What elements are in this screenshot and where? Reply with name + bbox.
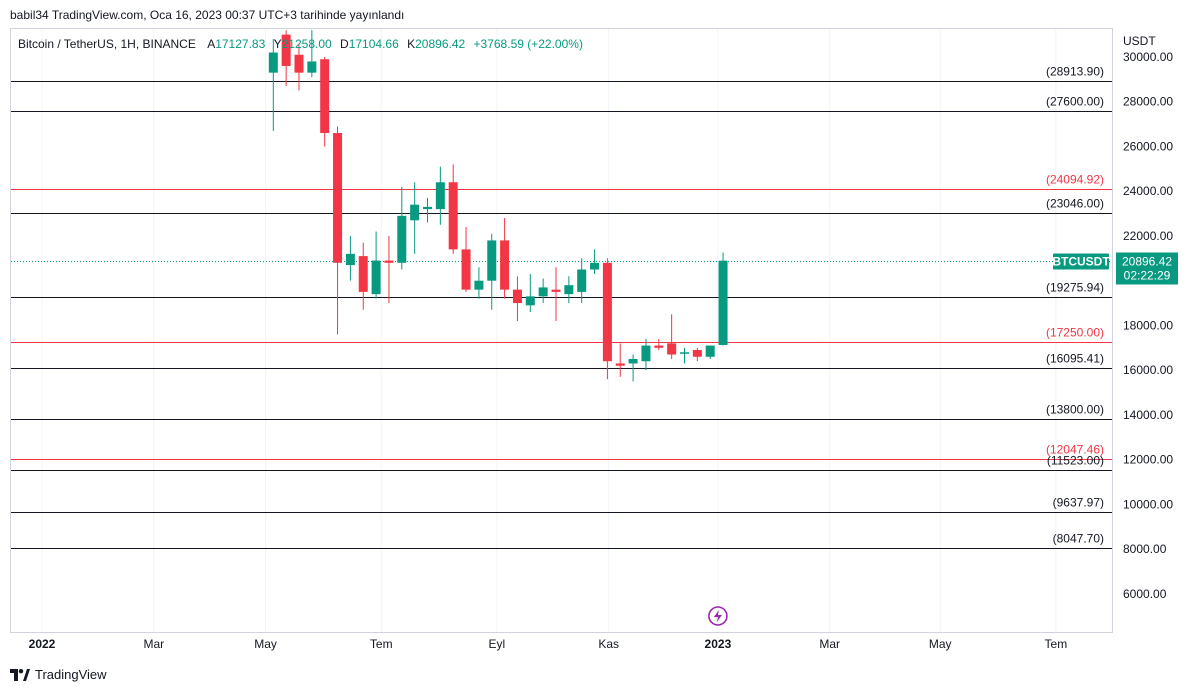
price-level-label: (23046.00) xyxy=(1046,197,1104,211)
x-tick-label: Tem xyxy=(370,637,393,651)
candle-up[interactable] xyxy=(345,253,355,266)
x-tick-label: Kas xyxy=(598,637,619,651)
candle-down[interactable] xyxy=(294,54,304,73)
candle-down[interactable] xyxy=(654,345,664,348)
y-tick-label: 16000.00 xyxy=(1123,363,1173,377)
y-tick-label: 22000.00 xyxy=(1123,229,1173,243)
candle-up[interactable] xyxy=(474,280,484,290)
price-level-label: (28913.90) xyxy=(1046,65,1104,79)
close-value: 20896.42 xyxy=(415,37,466,51)
lightning-icon[interactable] xyxy=(708,606,728,626)
price-level-label: (12047.46) xyxy=(1046,443,1104,457)
candle-down[interactable] xyxy=(320,59,330,134)
candle-down[interactable] xyxy=(615,363,625,366)
low-label: D xyxy=(340,37,349,51)
chart-pane[interactable] xyxy=(10,28,1113,633)
y-tick-label: 18000.00 xyxy=(1123,318,1173,332)
candle-up[interactable] xyxy=(538,287,548,297)
candle-up[interactable] xyxy=(680,352,689,354)
lightning-bolt xyxy=(713,610,722,622)
candle-down[interactable] xyxy=(512,289,522,304)
candle-down[interactable] xyxy=(692,350,702,357)
open-label: A xyxy=(207,37,216,51)
symbol-badge-label: BTCUSDT xyxy=(1052,255,1110,269)
tradingview-logo[interactable]: TradingView xyxy=(10,667,107,682)
candle-down[interactable] xyxy=(281,34,291,66)
y-tick-label: 6000.00 xyxy=(1123,587,1167,601)
symbol-legend: Bitcoin / TetherUS, 1H, BINANCE A17127.8… xyxy=(18,37,583,51)
low-value: 17104.66 xyxy=(348,37,399,51)
candle-down[interactable] xyxy=(384,260,394,263)
y-tick-label: 30000.00 xyxy=(1123,50,1173,64)
x-tick-label: Eyl xyxy=(489,637,506,651)
y-tick-label: 10000.00 xyxy=(1123,497,1173,511)
candle-down[interactable] xyxy=(461,249,471,290)
last-price-value: 20896.42 xyxy=(1122,255,1172,269)
bar-countdown: 02:22:29 xyxy=(1124,269,1171,283)
price-level-label: (9637.97) xyxy=(1053,496,1104,510)
candle-up[interactable] xyxy=(564,285,574,295)
tradingview-brand: TradingView xyxy=(35,667,107,682)
publish-attribution: babil34 TradingView.com, Oca 16, 2023 00… xyxy=(10,8,405,22)
price-level-label: (13800.00) xyxy=(1046,403,1104,417)
y-tick-label: 8000.00 xyxy=(1123,542,1167,556)
open-value: 17127.83 xyxy=(215,37,266,51)
x-tick-label: May xyxy=(254,637,277,651)
candle-up[interactable] xyxy=(268,52,278,73)
candle-up[interactable] xyxy=(641,345,651,362)
y-tick-label: 14000.00 xyxy=(1123,408,1173,422)
candle-down[interactable] xyxy=(667,343,677,355)
y-tick-label: 24000.00 xyxy=(1123,184,1173,198)
x-tick-label: Mar xyxy=(143,637,164,651)
price-level-label: (16095.41) xyxy=(1046,352,1104,366)
candle-up[interactable] xyxy=(487,240,497,281)
y-tick-label: 28000.00 xyxy=(1123,95,1173,109)
price-level-label: (19275.94) xyxy=(1046,281,1104,295)
candle-up[interactable] xyxy=(397,215,407,263)
candles-group xyxy=(268,30,728,382)
candle-up[interactable] xyxy=(705,345,715,357)
candle-up[interactable] xyxy=(423,206,432,210)
candle-down[interactable] xyxy=(500,240,510,290)
candle-up[interactable] xyxy=(590,262,600,270)
high-value: 21258.00 xyxy=(281,37,332,51)
candle-down[interactable] xyxy=(358,256,368,292)
candle-up[interactable] xyxy=(307,61,317,73)
tradingview-icon xyxy=(10,668,30,681)
price-level-label: (8047.70) xyxy=(1053,532,1104,546)
candle-up[interactable] xyxy=(577,269,587,292)
candle-down[interactable] xyxy=(551,289,561,292)
price-level-label: (17250.00) xyxy=(1046,326,1104,340)
price-level-label: (27600.00) xyxy=(1046,95,1104,109)
candle-up[interactable] xyxy=(628,358,638,364)
x-tick-label: Tem xyxy=(1045,637,1068,651)
high-label: Y xyxy=(273,37,282,51)
candle-up[interactable] xyxy=(371,260,381,295)
candle-down[interactable] xyxy=(448,182,458,250)
close-label: K xyxy=(407,37,416,51)
candle-up[interactable] xyxy=(718,260,728,345)
price-level-label: (11523.00) xyxy=(1047,454,1104,468)
symbol-badge xyxy=(1053,253,1109,270)
currency-label[interactable]: USDT xyxy=(1123,34,1156,48)
x-tick-label: 2022 xyxy=(29,637,56,651)
change-value: +3768.59 (+22.00%) xyxy=(473,37,583,51)
candle-down[interactable] xyxy=(333,133,343,263)
y-tick-label: 12000.00 xyxy=(1123,453,1173,467)
candle-up[interactable] xyxy=(435,182,445,210)
last-price-badge[interactable] xyxy=(1116,252,1178,285)
candle-down[interactable] xyxy=(602,262,612,362)
price-level-label: (24094.92) xyxy=(1046,173,1104,187)
candle-up[interactable] xyxy=(410,204,420,221)
x-tick-label: May xyxy=(929,637,952,651)
x-tick-label: Mar xyxy=(819,637,840,651)
symbol-title[interactable]: Bitcoin / TetherUS, 1H, BINANCE xyxy=(18,37,196,51)
candle-up[interactable] xyxy=(525,296,535,306)
y-tick-label: 26000.00 xyxy=(1123,139,1173,153)
x-tick-label: 2023 xyxy=(705,637,732,651)
